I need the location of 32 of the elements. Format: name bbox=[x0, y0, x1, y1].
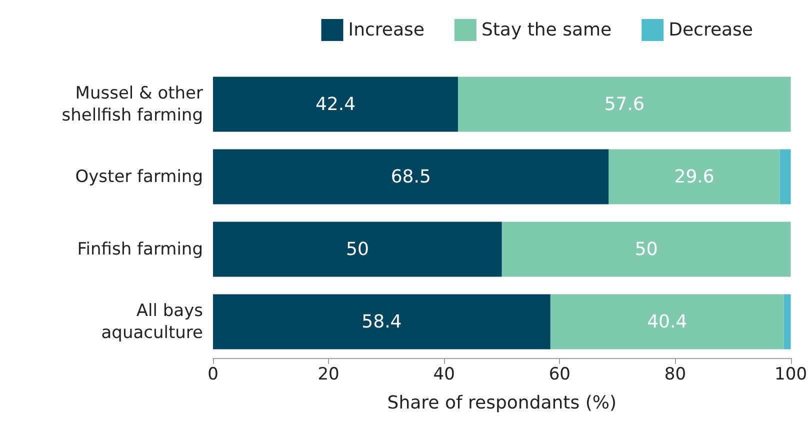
y-tick-label: Oyster farming bbox=[75, 166, 203, 187]
x-tick-label: 40 bbox=[433, 364, 455, 384]
data-label: 50 bbox=[634, 238, 658, 260]
bar bbox=[502, 222, 791, 277]
data-label: 40.4 bbox=[647, 311, 688, 332]
x-tick-label: 100 bbox=[774, 364, 808, 384]
data-label: 29.6 bbox=[674, 166, 714, 188]
x-tick-label: 0 bbox=[208, 364, 218, 384]
y-tick-label: Mussel & other shellfish farming bbox=[62, 83, 203, 126]
data-label: 50 bbox=[346, 238, 369, 260]
data-label: 58.4 bbox=[362, 311, 402, 332]
data-label: 42.4 bbox=[315, 94, 356, 115]
bar bbox=[784, 294, 791, 350]
data-label: 57.6 bbox=[604, 94, 644, 115]
x-tick-label: 60 bbox=[548, 364, 570, 384]
bar bbox=[780, 149, 791, 204]
bar bbox=[458, 76, 791, 132]
x-axis-title: Share of respondants (%) bbox=[387, 392, 616, 414]
legend-label: Stay the same bbox=[481, 20, 612, 40]
bar bbox=[213, 76, 458, 132]
bar bbox=[213, 222, 502, 277]
y-tick-label: Finfish farming bbox=[77, 239, 203, 260]
bar bbox=[213, 294, 550, 350]
x-tick-label: 20 bbox=[318, 364, 340, 384]
bar bbox=[608, 149, 780, 204]
bar bbox=[550, 294, 784, 350]
data-label: 68.5 bbox=[390, 166, 431, 188]
y-tick-label: All bays aquaculture bbox=[101, 300, 204, 343]
legend-label: Decrease bbox=[668, 20, 754, 40]
x-tick-label: 80 bbox=[664, 364, 686, 384]
legend-label: Increase bbox=[348, 20, 424, 40]
bar bbox=[213, 149, 609, 204]
